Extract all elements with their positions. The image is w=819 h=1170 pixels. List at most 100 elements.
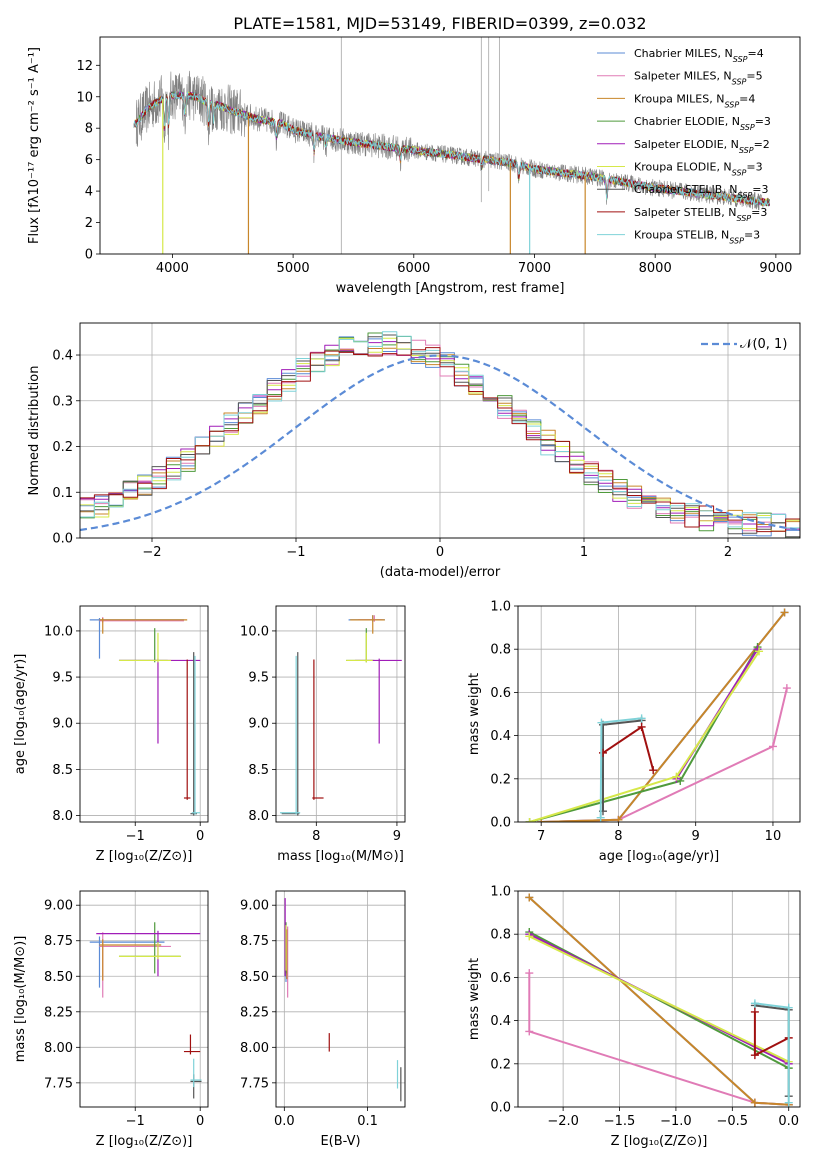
legend-nssp-value: 5 [756,70,763,83]
y-tick-label: 8.5 [52,763,73,778]
axes-frame: −2 −1 0 1 2 0.0 0.1 0.2 0.3 0.4 (data-model)/error… [27,322,801,580]
legend-nssp-subscript: SSP [738,191,753,200]
x-tick-label: 4000 [156,261,189,276]
x-tick-label: 6000 [397,261,430,276]
y-tick-label: 0.2 [52,440,73,455]
y-tick-label: 9.00 [240,899,269,914]
y-tick-label: 0.0 [490,816,511,831]
y-axis-label: Flux [fλ10⁻¹⁷ erg cm⁻² s⁻¹ A⁻¹] [27,47,42,244]
y-tick-label: 0.6 [490,686,511,701]
observed-spectrum-line [135,70,765,211]
legend-entry: Kroupa MILES, NSSP=4 [634,92,755,109]
y-tick-label: 6 [85,153,93,168]
mass-weight-marker [614,815,623,822]
x-tick-label: 9 [393,829,401,844]
x-tick-label: 8000 [639,261,672,276]
legend-nssp-equals: = [747,47,756,60]
x-tick-label: 8 [312,829,320,844]
mass-weight-line [541,687,788,822]
plot-area [284,898,402,1102]
x-axis-label: Z [log₁₀(Z/Z⊙)] [96,849,193,864]
y-tick-label: 8.50 [240,970,269,985]
residuals-panel: −2 −1 0 1 2 0.0 0.1 0.2 0.3 0.4 (data-model)/error… [27,322,801,580]
x-tick-label: 5000 [277,261,310,276]
mass-weight-marker [525,893,534,902]
legend-nssp-subscript: SSP [739,145,754,154]
y-tick-label: 1.0 [490,885,511,900]
legend-nssp-subscript: SSP [732,168,747,177]
y-tick-label: 8.75 [240,934,269,949]
x-tick-label: 0.0 [274,1114,295,1129]
mass-weight-line [602,726,655,771]
legend-nssp-subscript: SSP [736,213,751,222]
legend-nssp-equals: = [754,138,763,151]
legend-model-name: Chabrier MILES [634,47,718,60]
axes-frame: 4000 5000 6000 7000 8000 9000 0 2 4 6 8 10 12 wavelen… [27,36,801,296]
y-tick-label: 0.1 [52,486,73,501]
mass-weight-marker [784,1098,793,1107]
y-tick-label: 0.4 [490,1014,511,1029]
x-tick-label: −0.5 [717,1114,749,1129]
legend-entry: Chabrier STELIB, NSSP=3 [634,183,768,200]
y-tick-label: 8.0 [248,809,269,824]
mass-weight-line [541,611,786,822]
mass-weight-line [599,717,642,818]
mass-weight-line [541,611,786,822]
legend-nssp-value: 3 [756,161,763,174]
legend-nssp-value: 4 [748,92,755,105]
y-tick-label: 0.0 [52,532,73,547]
mass-vs-metallicity-panel: −1 0 7.75 8.00 8.25 8.50 8.75 9.00 Z [log₁₀(Z/Z⊙… [13,890,209,1149]
x-tick-label: −1.0 [660,1114,692,1129]
mass-weight-marker [649,766,658,775]
mass-weight-line [528,973,789,1106]
legend-nssp-equals: = [752,183,761,196]
mass-weight-marker [750,1098,759,1107]
plot-area [89,617,201,816]
plot-area [525,893,793,1107]
y-tick-label: 8.00 [44,1041,73,1056]
mass-weight-marker [597,718,606,727]
x-tick-label: 0 [196,1114,204,1129]
y-tick-label: 8 [85,122,93,137]
y-tick-label: 7.75 [44,1076,73,1091]
axes-border [275,890,406,1108]
y-tick-label: 8.75 [44,934,73,949]
legend-nssp-prefix: , N [709,92,724,105]
age-vs-metallicity-panel: −1 0 8.0 8.5 9.0 9.5 10.0 Z [log₁₀(Z/Z⊙)] age [l… [13,605,209,864]
legend-entry: Kroupa ELODIE, NSSP=3 [634,161,763,178]
y-tick-label: 0.2 [490,1057,511,1072]
mass-weight-marker [780,608,789,617]
x-tick-label: −2.0 [547,1114,579,1129]
y-tick-label: 10.0 [44,624,73,639]
legend-nssp-subscript: SSP [740,123,755,132]
y-tick-label: 0.2 [490,772,511,787]
plot-area [133,37,770,254]
legend-model-name: Kroupa ELODIE [634,161,716,174]
axes-frame: 7 8 9 10 0.0 0.2 0.4 0.6 0.8 1.0 age [log₁₀(age/yr… [467,600,801,864]
x-axis-label: E(B-V) [320,1134,360,1149]
mass-vs-ebv-panel: 0.0 0.1 7.75 8.00 8.25 8.50 8.75 9.00 E(B-V) [240,890,406,1149]
mass-weight-marker [750,1051,759,1060]
plot-area [525,608,791,822]
y-tick-label: 8.25 [240,1005,269,1020]
plot-area [80,331,800,538]
spectrum-panel: 4000 5000 6000 7000 8000 9000 0 2 4 6 8 10 12 wavelen… [27,36,801,296]
y-tick-label: 12 [76,59,93,74]
x-tick-label: 9 [692,829,700,844]
x-tick-label: −1 [126,829,145,844]
axes-border [79,605,209,823]
x-tick-label: 0.0 [778,1114,799,1129]
legend-nssp-prefix: , N [724,138,739,151]
y-axis-label: mass weight [467,958,482,1040]
x-tick-label: 0.1 [357,1114,378,1129]
mass-weight-marker [525,932,534,941]
y-tick-label: 8.25 [44,1005,73,1020]
axes-border [79,890,209,1108]
axes-border [99,36,801,255]
y-tick-label: 9.0 [52,717,73,732]
axes-frame: −2.0 −1.5 −1.0 −0.5 0.0 0.0 0.2 0.4 0.6 0.8 1.0 Z [… [467,885,801,1149]
mass-weight-marker [782,684,791,693]
mass-weight-marker [768,742,777,751]
y-tick-label: 0 [85,248,93,263]
